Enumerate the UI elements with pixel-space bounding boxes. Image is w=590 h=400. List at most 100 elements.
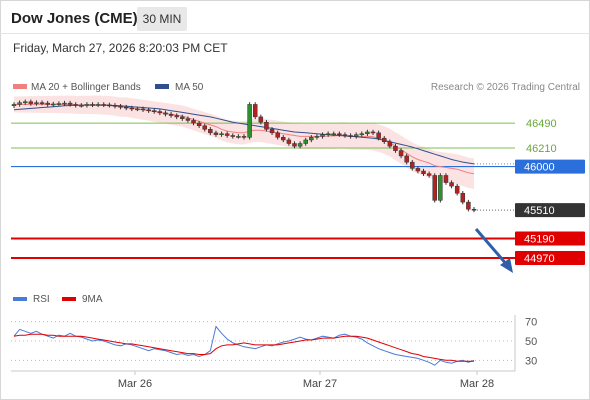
candle-body (348, 135, 353, 137)
candle-body (22, 101, 28, 104)
support-label: 45190 (524, 233, 555, 245)
x-tick-label: Mar 28 (460, 378, 494, 390)
candle-body (264, 121, 269, 130)
candle-body (62, 102, 67, 105)
candle-body (432, 175, 437, 201)
candle-body (185, 118, 191, 121)
candle-body (123, 106, 129, 109)
rsi-ma-line (13, 333, 474, 362)
rsi-legend-swatch (13, 297, 27, 301)
candle-body (387, 141, 393, 147)
candle-body (449, 182, 454, 187)
candle-body (236, 136, 241, 138)
pivot-label: 46000 (524, 162, 555, 174)
candle-body (157, 111, 163, 114)
candle-body (297, 143, 303, 147)
candle-body (174, 115, 179, 118)
candle-body (163, 112, 168, 115)
candle-body (275, 132, 280, 138)
candle-body (107, 104, 112, 107)
candle-body (191, 120, 196, 124)
candle-body (314, 136, 320, 138)
candle-body (247, 104, 252, 138)
rsi-tick-label: 50 (525, 336, 537, 348)
support-label: 44970 (524, 253, 555, 265)
candle-body (269, 129, 275, 134)
candle-body (325, 133, 331, 135)
candle-body (202, 125, 207, 130)
candle-body (426, 173, 432, 176)
forecast-arrow (474, 228, 510, 267)
x-tick-label: Mar 27 (303, 378, 337, 390)
header-divider (0, 33, 590, 34)
candle-body (67, 102, 73, 105)
candle-body (460, 192, 466, 203)
chart-datetime: Friday, March 27, 2026 8:20:03 PM CET (13, 41, 228, 55)
candle-body (359, 133, 365, 135)
candle-body (258, 116, 264, 123)
candle-body (213, 132, 219, 135)
candle-body (45, 102, 50, 105)
candle-body (140, 108, 146, 111)
candle-body (320, 134, 325, 137)
candle-body (129, 107, 135, 110)
candle-body (415, 168, 421, 172)
x-tick-label: Mar 26 (118, 378, 152, 390)
candle-body (342, 134, 348, 136)
candle-body (331, 133, 337, 135)
candle-body (51, 103, 56, 106)
candle-body (180, 116, 185, 119)
instrument-title: Dow Jones (CME) (11, 10, 138, 27)
ma50-legend-swatch (155, 84, 169, 89)
candle-body (370, 131, 376, 134)
candle-body (56, 103, 62, 105)
rsi-line (13, 325, 475, 366)
candle-body (135, 108, 140, 111)
candle-body (241, 136, 247, 138)
candle-body (11, 104, 17, 107)
rsi-tick-label: 30 (525, 355, 537, 367)
candle-body (365, 131, 370, 134)
candle-body (466, 201, 471, 210)
candle-body (421, 170, 426, 174)
support-label-box (515, 251, 585, 266)
candle-body (281, 137, 286, 141)
bollinger-band (14, 95, 474, 189)
candle-body (393, 145, 398, 151)
candle-body (286, 139, 292, 144)
candle-body (219, 133, 224, 135)
forecast-arrow-head (500, 258, 513, 273)
ma20-legend-label: MA 20 + Bollinger Bands (31, 82, 141, 93)
candle-body (168, 113, 174, 116)
last-price-label: 45510 (524, 205, 555, 217)
candle-body (353, 134, 359, 137)
ma9-legend-swatch (62, 297, 76, 301)
ma20-legend-swatch (13, 84, 27, 89)
candle-body (84, 104, 90, 106)
candle-body (73, 104, 78, 106)
candle-body (404, 155, 409, 163)
last-price-box (515, 203, 585, 218)
candle-body (196, 122, 202, 126)
ma50-legend-label: MA 50 (175, 82, 204, 93)
candle-body (303, 139, 308, 144)
candle-body (28, 101, 34, 104)
candle-body (309, 137, 314, 141)
candle-body (252, 104, 258, 118)
candle-body (381, 137, 387, 142)
timeframe-button[interactable]: 30 MIN (137, 7, 187, 31)
rsi-tick-label: 70 (525, 317, 537, 329)
candle-body (337, 133, 342, 135)
candle-body (151, 110, 157, 112)
candle-body (101, 104, 107, 106)
candle-body (118, 105, 123, 108)
price-plot: 46490 46210 46000 45510 45190 44970 (11, 95, 585, 266)
candle-body (95, 104, 101, 106)
candle-body (454, 185, 460, 194)
candle-body (17, 102, 22, 105)
rsi-legend-label: RSI (33, 294, 50, 305)
candle-body (398, 150, 404, 157)
ma9-legend-label: 9MA (82, 294, 103, 305)
candle-body (376, 132, 381, 139)
